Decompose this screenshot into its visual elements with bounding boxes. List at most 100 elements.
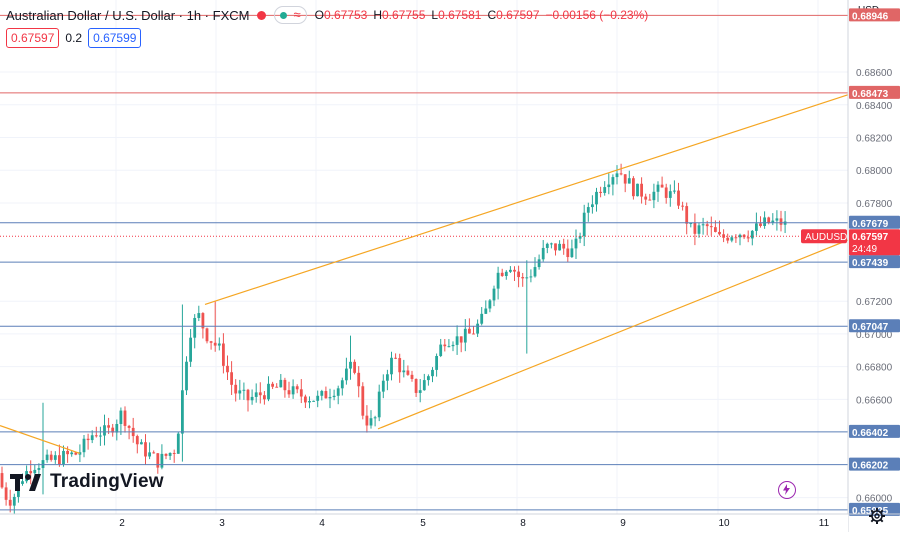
candle-body xyxy=(238,390,242,394)
candle-body xyxy=(496,272,500,289)
resistance-price-label-bg xyxy=(849,85,900,99)
sell-button[interactable]: 0.67597 xyxy=(6,28,60,48)
candle-body xyxy=(181,390,184,434)
gear-icon[interactable] xyxy=(868,507,886,525)
candle-body xyxy=(693,223,697,234)
candle-body xyxy=(529,276,533,278)
candle-body xyxy=(193,317,197,338)
y-tick-label: 0.68200 xyxy=(856,134,893,145)
candle-body xyxy=(771,220,775,223)
candle-body xyxy=(234,384,238,394)
y-tick-label: 0.67800 xyxy=(856,199,893,210)
support-price-label-bg xyxy=(849,502,900,516)
x-tick-label: 4 xyxy=(319,518,325,529)
candle-body xyxy=(267,383,270,400)
candle-body xyxy=(324,391,328,399)
candle-body xyxy=(222,343,225,366)
candle-body xyxy=(750,230,754,239)
candle-body xyxy=(152,452,156,454)
candle-body xyxy=(562,243,566,249)
x-tick-label: 10 xyxy=(718,518,730,529)
candle-body xyxy=(521,277,525,279)
support-price-label-bg xyxy=(849,215,900,229)
candle-body xyxy=(459,336,463,343)
candle-body xyxy=(767,217,771,223)
candle-body xyxy=(525,277,529,279)
candle-body xyxy=(369,418,373,426)
candle-body xyxy=(640,183,643,197)
ohlc-value: 0.67753 xyxy=(323,8,368,22)
candle-body xyxy=(226,365,229,373)
candle-body xyxy=(738,234,742,238)
candle-body xyxy=(144,442,147,457)
ohlc-key: C xyxy=(487,8,497,22)
candle-body xyxy=(586,207,590,213)
buy-button[interactable]: 0.67599 xyxy=(88,28,142,48)
y-tick-label: 0.66000 xyxy=(856,494,893,505)
candle-body xyxy=(279,379,283,388)
ohlc-values: O0.67753 H0.67755 L0.67581 C0.67597 −0.00156… xyxy=(315,8,655,22)
candle-body xyxy=(406,370,410,375)
candle-body xyxy=(275,386,279,388)
candle-body xyxy=(644,196,648,200)
x-tick-label: 2 xyxy=(119,518,125,529)
resistance-price-label: 0.68946 xyxy=(852,11,889,22)
candle-body xyxy=(115,424,119,433)
candle-body xyxy=(435,355,438,370)
candle-body xyxy=(37,468,41,470)
support-price-label: 0.67439 xyxy=(852,258,889,269)
candle-body xyxy=(443,344,447,347)
candle-body xyxy=(447,346,451,348)
candle-body xyxy=(582,212,586,237)
y-tick-label: 0.66800 xyxy=(856,363,893,374)
candle-body xyxy=(607,184,611,188)
indicator-toggle[interactable]: ≈ xyxy=(274,6,307,24)
candle-body xyxy=(390,357,393,375)
candle-body xyxy=(386,374,389,381)
support-price-label-bg xyxy=(849,319,900,333)
candle-body xyxy=(414,378,418,393)
candle-body xyxy=(595,191,598,205)
candle-body xyxy=(123,410,127,426)
candle-body xyxy=(603,187,607,193)
y-tick-label: 0.68000 xyxy=(856,166,893,177)
last-price-label: 0.67597 xyxy=(852,232,889,243)
candle-body xyxy=(734,237,738,239)
candle-body xyxy=(652,191,656,201)
ohlc-key: L xyxy=(431,8,439,22)
support-price-label-bg xyxy=(849,457,900,471)
candle-body xyxy=(668,191,672,198)
support-price-label: 0.67679 xyxy=(852,219,889,230)
candle-body xyxy=(463,328,467,343)
symbol-legend: Australian Dollar / U.S. Dollar · 1h · F… xyxy=(6,6,654,24)
candle-body xyxy=(779,218,783,225)
candle-body xyxy=(21,481,24,484)
ohlc-value: 0.67581 xyxy=(438,8,482,22)
candles xyxy=(0,163,787,515)
candle-body xyxy=(291,386,295,395)
candle-body xyxy=(759,223,762,226)
candle-body xyxy=(45,454,49,461)
time-axis-bg xyxy=(0,514,848,532)
candle-body xyxy=(611,177,615,185)
trend-lines xyxy=(0,94,848,454)
symbol-title[interactable]: Australian Dollar / U.S. Dollar · 1h · F… xyxy=(6,7,250,23)
candle-body xyxy=(701,224,705,226)
candle-body xyxy=(591,204,594,208)
y-tick-label: 0.67000 xyxy=(856,330,893,341)
candle-body xyxy=(111,427,115,433)
tradingview-logo[interactable]: TradingView xyxy=(10,470,164,494)
candle-body xyxy=(82,438,86,453)
candle-body xyxy=(545,243,549,248)
candle-body xyxy=(623,174,627,184)
candle-body xyxy=(513,269,516,272)
support-price-label: 0.66202 xyxy=(852,461,889,472)
lightning-icon[interactable] xyxy=(778,481,796,499)
candle-body xyxy=(377,391,381,418)
green-dot-icon xyxy=(280,11,288,19)
candle-body xyxy=(8,499,12,506)
candle-body xyxy=(140,442,143,445)
candle-body xyxy=(66,450,69,455)
